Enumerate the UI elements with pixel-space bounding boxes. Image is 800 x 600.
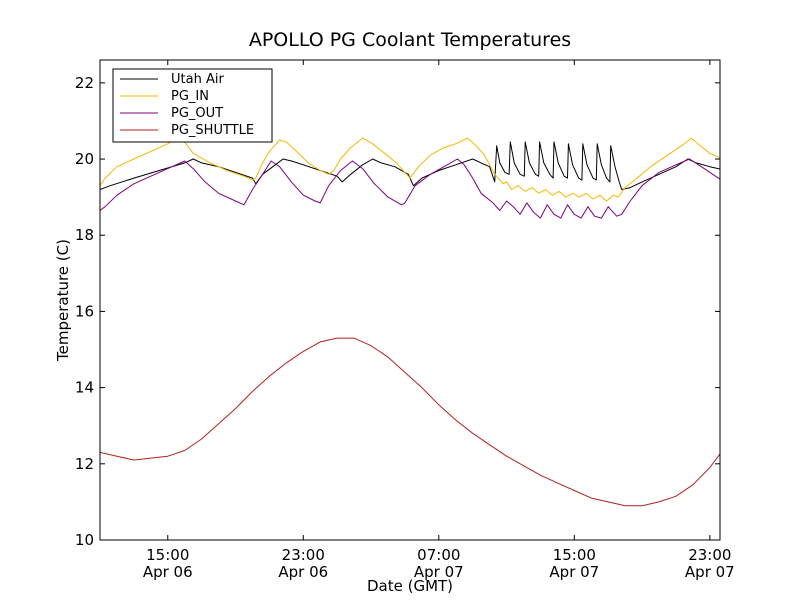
y-tick-label: 12 — [75, 455, 94, 473]
y-tick-label: 10 — [75, 531, 94, 549]
x-tick-time-label: 23:00 — [282, 546, 325, 564]
y-tick-label: 16 — [75, 302, 94, 320]
legend-label-pg-shuttle: PG_SHUTTLE — [171, 123, 254, 138]
legend-label-pg-in: PG_IN — [171, 89, 209, 104]
x-tick-time-label: 15:00 — [146, 546, 189, 564]
chart-title: APOLLO PG Coolant Temperatures — [249, 29, 571, 51]
x-tick-date-label: Apr 07 — [414, 563, 464, 581]
plot-frame — [99, 59, 721, 541]
legend: Utah Air PG_IN PG_OUT PG_SHUTTLE — [112, 68, 273, 143]
series-line-pg-out — [100, 158, 720, 219]
x-tick-date-label: Apr 06 — [143, 563, 193, 581]
x-tick-time-label: 23:00 — [688, 546, 731, 564]
legend-label-pg-out: PG_OUT — [171, 106, 223, 121]
y-tick-label: 22 — [75, 74, 94, 92]
legend-label-utah-air: Utah Air — [171, 72, 224, 87]
series-layer — [100, 137, 720, 507]
y-tick-label: 18 — [75, 226, 94, 244]
y-tick-label: 20 — [75, 150, 94, 168]
y-tick-label: 14 — [75, 379, 94, 397]
x-axis-label: Date (GMT) — [367, 577, 453, 595]
x-tick-date-label: Apr 06 — [278, 563, 328, 581]
x-tick-time-label: 15:00 — [553, 546, 596, 564]
x-tick-time-label: 07:00 — [417, 546, 460, 564]
series-line-pg-in — [100, 137, 720, 202]
y-axis-label: Temperature (C) — [54, 239, 72, 362]
x-tick-date-label: Apr 07 — [685, 563, 735, 581]
series-line-pg-shuttle — [100, 337, 720, 507]
x-tick-date-label: Apr 07 — [549, 563, 599, 581]
